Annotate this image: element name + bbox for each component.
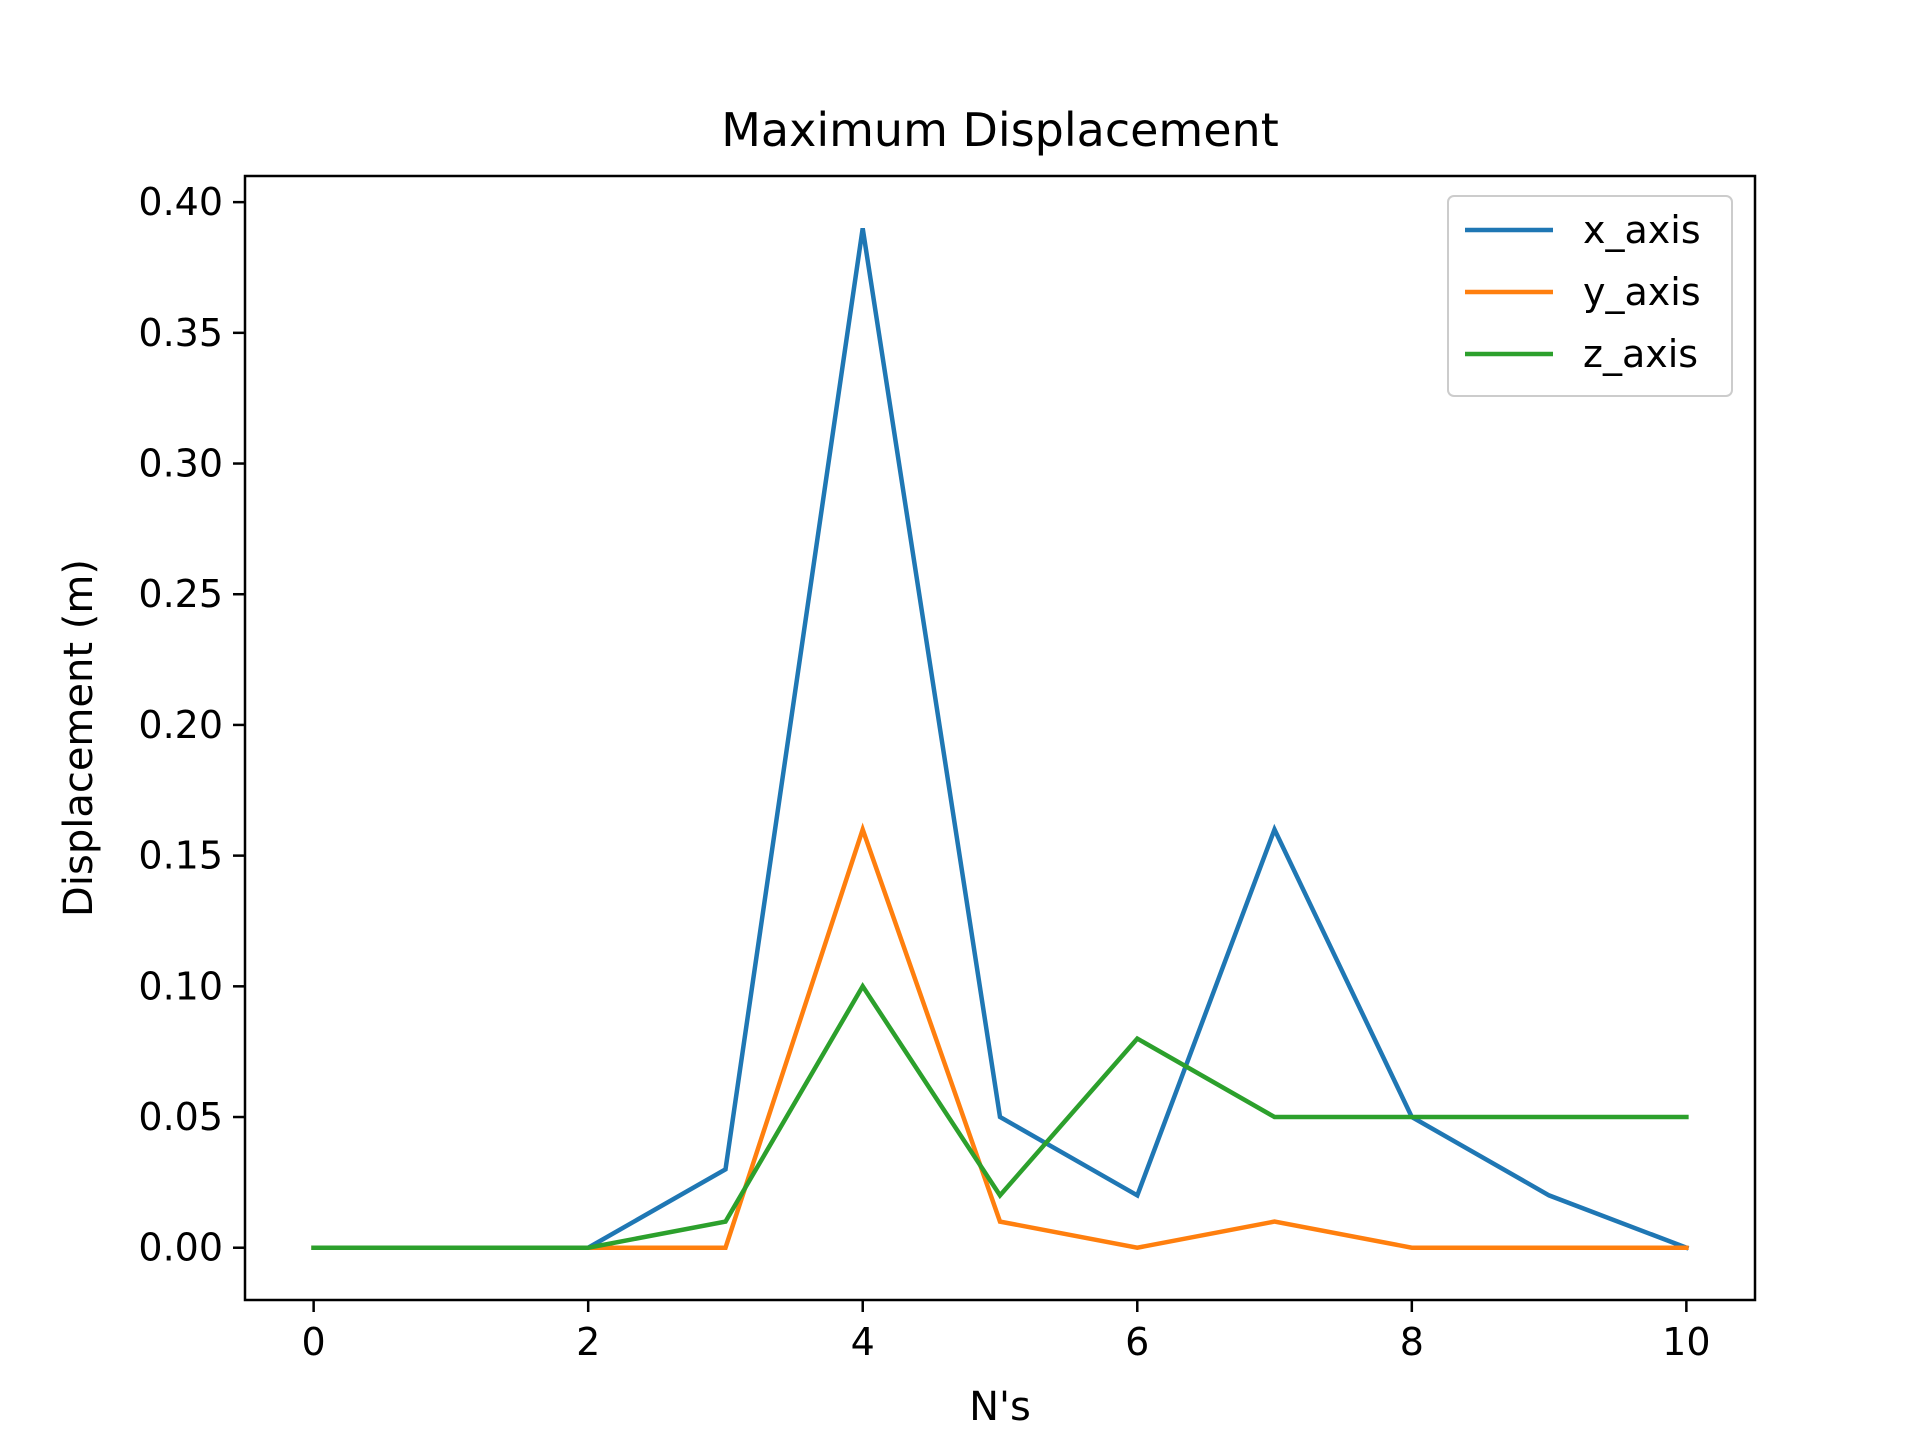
chart-title: Maximum Displacement [721, 103, 1279, 157]
x-tick-label: 4 [851, 1320, 875, 1364]
series-layer [311, 227, 1690, 1251]
x-tick-label: 10 [1662, 1320, 1710, 1364]
y-tick-label: 0.15 [138, 834, 223, 878]
legend-frame [1447, 195, 1733, 397]
series-line-y_axis [311, 822, 1689, 1250]
x-tick-label: 2 [576, 1320, 600, 1364]
x-tick-label: 6 [1125, 1320, 1149, 1364]
y-tick-label: 0.20 [138, 703, 223, 747]
y-tick-label: 0.25 [138, 572, 223, 616]
x-tick-label: 0 [302, 1320, 326, 1364]
y-tick-label: 0.35 [138, 311, 223, 355]
legend-label-z_axis: z_axis [1583, 332, 1698, 376]
y-tick-label: 0.30 [138, 442, 223, 486]
legend-label-y_axis: y_axis [1583, 270, 1701, 314]
y-tick-label: 0.40 [138, 180, 223, 224]
legend-label-x_axis: x_axis [1583, 208, 1701, 252]
tick-layer: 0 2 4 6 8 10 0.00 0.05 0.10 0.15 0.20 0.25 0.30 0.35 0… [138, 180, 1710, 1364]
series-line-x_axis [311, 227, 1690, 1251]
series-line-z_axis [311, 982, 1689, 1250]
y-tick-label: 0.00 [138, 1226, 223, 1270]
y-tick-label: 0.10 [138, 964, 223, 1008]
y-tick-label: 0.05 [138, 1095, 223, 1139]
y-axis-label: Displacement (m) [56, 559, 102, 917]
legend: x_axis y_axis z_axis [1447, 195, 1733, 397]
x-tick-label: 8 [1400, 1320, 1424, 1364]
x-axis-label: N's [969, 1384, 1031, 1430]
plot-frame [243, 174, 1757, 1302]
